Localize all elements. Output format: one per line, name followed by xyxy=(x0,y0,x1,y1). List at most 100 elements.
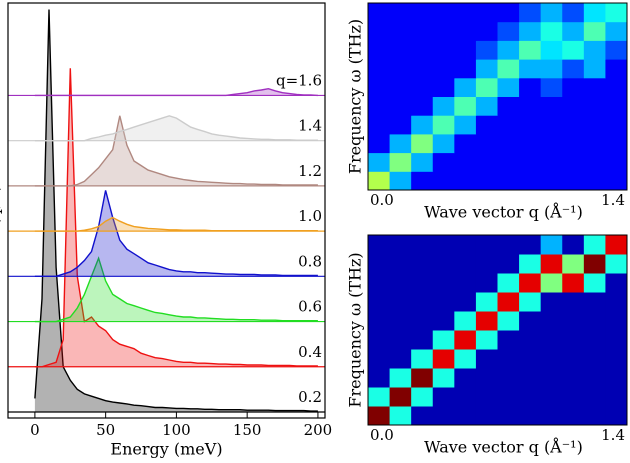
heat-cell xyxy=(475,349,498,369)
heat-cell xyxy=(562,235,585,255)
spectrum-line xyxy=(34,190,318,277)
heat-cell xyxy=(454,387,477,407)
heat-cell xyxy=(454,40,477,60)
heat-cell xyxy=(368,21,391,41)
heat-cell xyxy=(540,21,563,41)
x-tick-label: 150 xyxy=(233,421,262,439)
heat-cell xyxy=(411,115,434,135)
heat-cell xyxy=(583,59,606,79)
x-tick-label: 100 xyxy=(162,421,191,439)
heat-cell xyxy=(454,292,477,312)
heat-cell xyxy=(475,311,498,331)
heat-cell xyxy=(411,3,434,23)
heat-cell xyxy=(454,21,477,41)
spectrum-line xyxy=(34,256,318,323)
heat-cell xyxy=(411,59,434,79)
heat-cell xyxy=(519,96,542,116)
heat-cell xyxy=(540,368,563,388)
heat-cell xyxy=(605,21,628,41)
heat-cell xyxy=(497,77,520,97)
heat-cell xyxy=(368,77,391,97)
heat-cell xyxy=(432,349,455,369)
heat-cell xyxy=(475,40,498,60)
x-tick-label: 0.0 xyxy=(370,191,394,209)
heat-cell xyxy=(389,133,412,154)
heat-cell xyxy=(454,235,477,255)
heat-cell xyxy=(583,96,606,116)
heat-cell xyxy=(411,21,434,41)
heat-cell xyxy=(540,59,563,79)
heat-cell xyxy=(540,115,563,135)
heat-cell xyxy=(454,349,477,369)
heat-cell xyxy=(475,59,498,79)
heat-cell xyxy=(475,96,498,116)
series-label: 0.8 xyxy=(298,252,322,270)
heat-cell xyxy=(454,406,477,426)
heat-cell xyxy=(583,133,606,154)
heat-cell xyxy=(475,171,498,191)
heat-cell xyxy=(432,235,455,255)
heat-cell xyxy=(475,368,498,388)
heat-cell xyxy=(519,40,542,60)
heat-cell xyxy=(605,152,628,172)
heat-cell xyxy=(389,235,412,255)
heat-cell xyxy=(454,77,477,97)
heat-cell xyxy=(519,115,542,135)
heat-cell xyxy=(432,387,455,407)
heat-cell xyxy=(497,330,520,350)
heat-cell xyxy=(562,406,585,426)
heat-cell xyxy=(389,273,412,293)
heat-cell xyxy=(411,96,434,116)
heat-cell xyxy=(389,406,412,426)
heat-cell xyxy=(605,115,628,135)
heat-cell xyxy=(475,292,498,312)
heat-cell xyxy=(432,40,455,60)
spectrum-line xyxy=(34,87,318,97)
heat-cell xyxy=(583,40,606,60)
heat-cell xyxy=(583,254,606,274)
heat-cell xyxy=(540,235,563,255)
heat-cell xyxy=(389,21,412,41)
heat-cell xyxy=(368,59,391,79)
heat-cell xyxy=(411,171,434,191)
spectrum-line xyxy=(34,68,318,368)
heat-cell xyxy=(562,387,585,407)
heat-cell xyxy=(432,59,455,79)
heat-cell xyxy=(583,311,606,331)
heat-cell xyxy=(583,21,606,41)
heat-cell xyxy=(454,311,477,331)
spectrum-line xyxy=(34,216,318,232)
heat-cell xyxy=(562,171,585,191)
heat-cell xyxy=(562,21,585,41)
heat-cell xyxy=(605,235,628,255)
heat-cell xyxy=(583,115,606,135)
heat-cell xyxy=(540,254,563,274)
heat-cell xyxy=(432,292,455,312)
series-label: 0.6 xyxy=(298,298,322,316)
heat-cell xyxy=(497,311,520,331)
heat-cell xyxy=(389,349,412,369)
heat-cell xyxy=(540,406,563,426)
heat-cell xyxy=(519,152,542,172)
heat-cell xyxy=(411,235,434,255)
heat-cell xyxy=(432,96,455,116)
heat-cell xyxy=(389,40,412,60)
heat-cell xyxy=(389,59,412,79)
heat-cell xyxy=(411,311,434,331)
heat-cell xyxy=(562,292,585,312)
heat-cell xyxy=(519,330,542,350)
heat-cell xyxy=(368,387,391,407)
heat-cell xyxy=(368,292,391,312)
heat-cell xyxy=(454,96,477,116)
heat-cell xyxy=(432,330,455,350)
heat-cell xyxy=(583,387,606,407)
heat-cell xyxy=(368,133,391,154)
heat-cell xyxy=(475,273,498,293)
heat-cell xyxy=(519,349,542,369)
heat-cell xyxy=(519,77,542,97)
heat-cell xyxy=(583,349,606,369)
heat-cell xyxy=(562,311,585,331)
area xyxy=(34,88,318,96)
heat-cell xyxy=(368,406,391,426)
